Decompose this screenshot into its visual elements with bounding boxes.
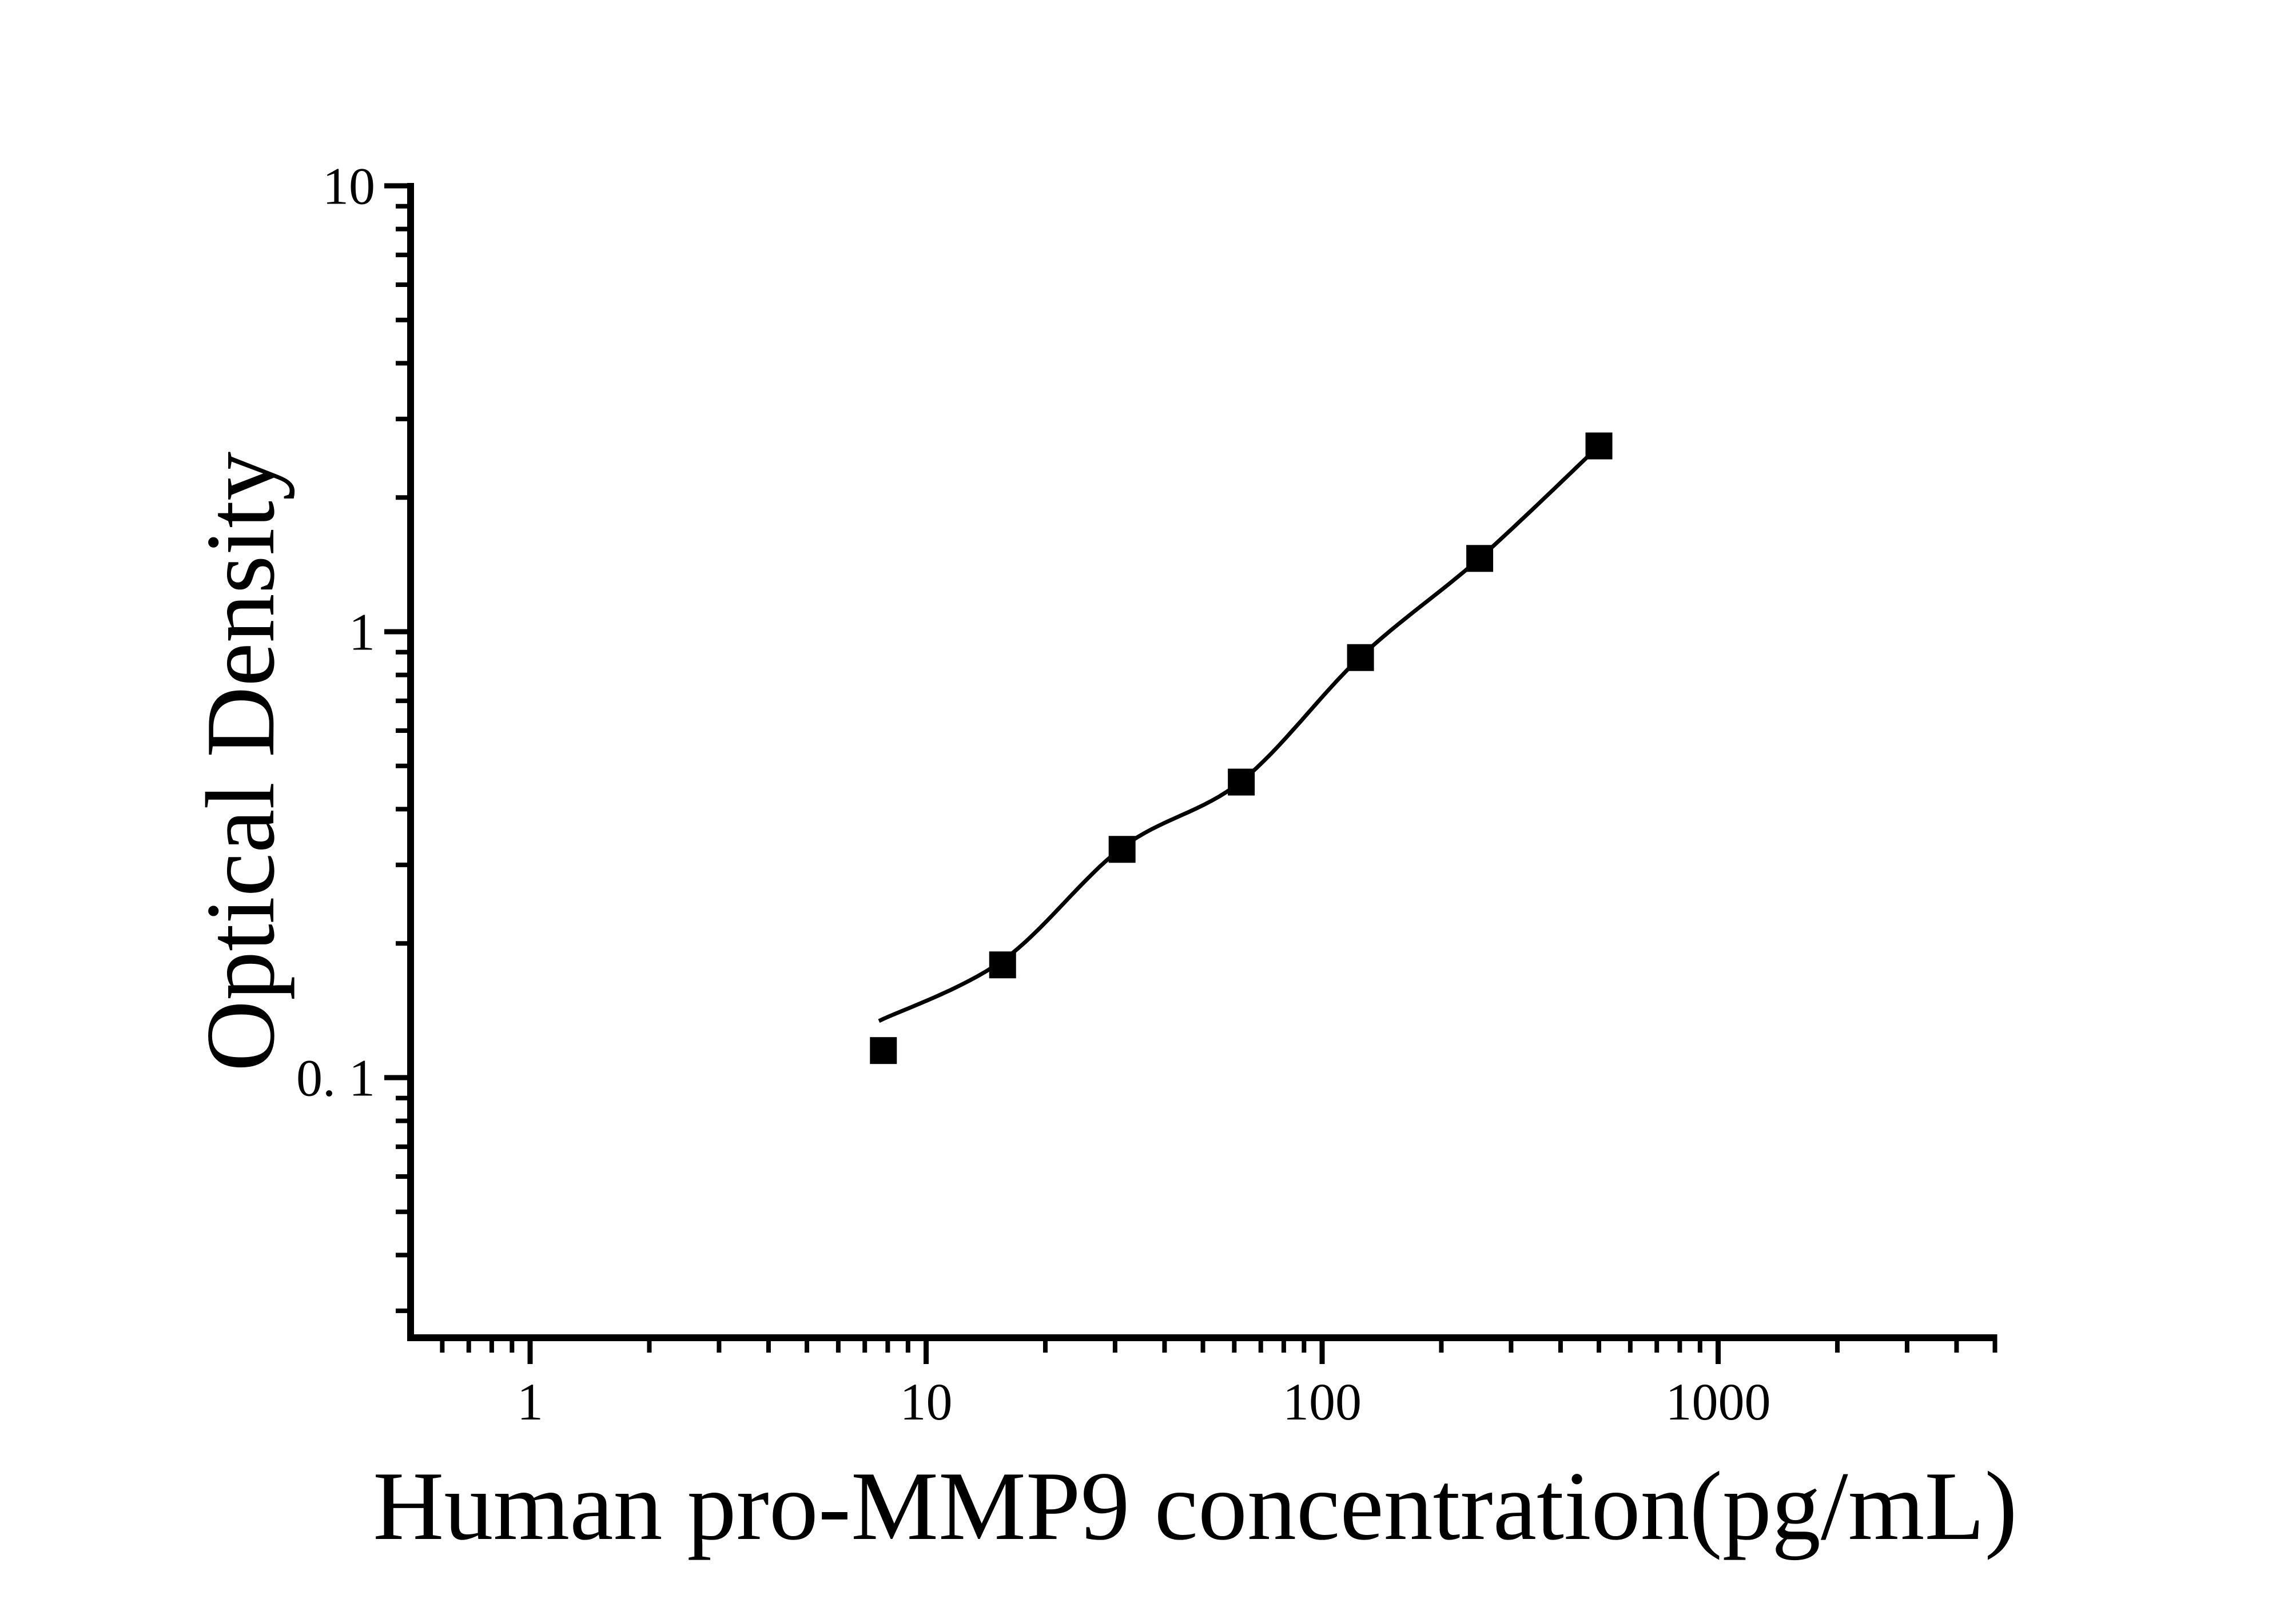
y-axis-title: Optical Density — [186, 452, 295, 1071]
fit-curve-line — [878, 444, 1601, 1023]
x-tick-label: 10 — [900, 1373, 953, 1431]
data-point-marker — [1228, 768, 1255, 796]
data-point-marker — [1466, 545, 1494, 572]
x-tick-label: 1000 — [1666, 1373, 1771, 1431]
x-axis-title: Human pro-MMP9 concentration(pg/mL) — [373, 1452, 2018, 1561]
data-point-marker — [1347, 644, 1374, 671]
data-point-marker — [1585, 432, 1613, 460]
y-tick-label: 10 — [323, 157, 375, 215]
data-point-marker — [989, 951, 1016, 979]
data-point-marker — [1108, 836, 1136, 863]
y-tick-label: 1 — [349, 603, 375, 661]
tick-labels-group: 1 10 100 1000 10 1 0. 1 — [296, 157, 1771, 1431]
data-points-group — [870, 432, 1613, 1064]
y-tick-label: 0. 1 — [296, 1048, 375, 1107]
data-point-marker — [870, 1037, 897, 1064]
axes-group — [384, 183, 1997, 1364]
fit-curve-group — [878, 444, 1601, 1023]
x-tick-label: 1 — [517, 1373, 543, 1431]
x-tick-label: 100 — [1283, 1373, 1362, 1431]
